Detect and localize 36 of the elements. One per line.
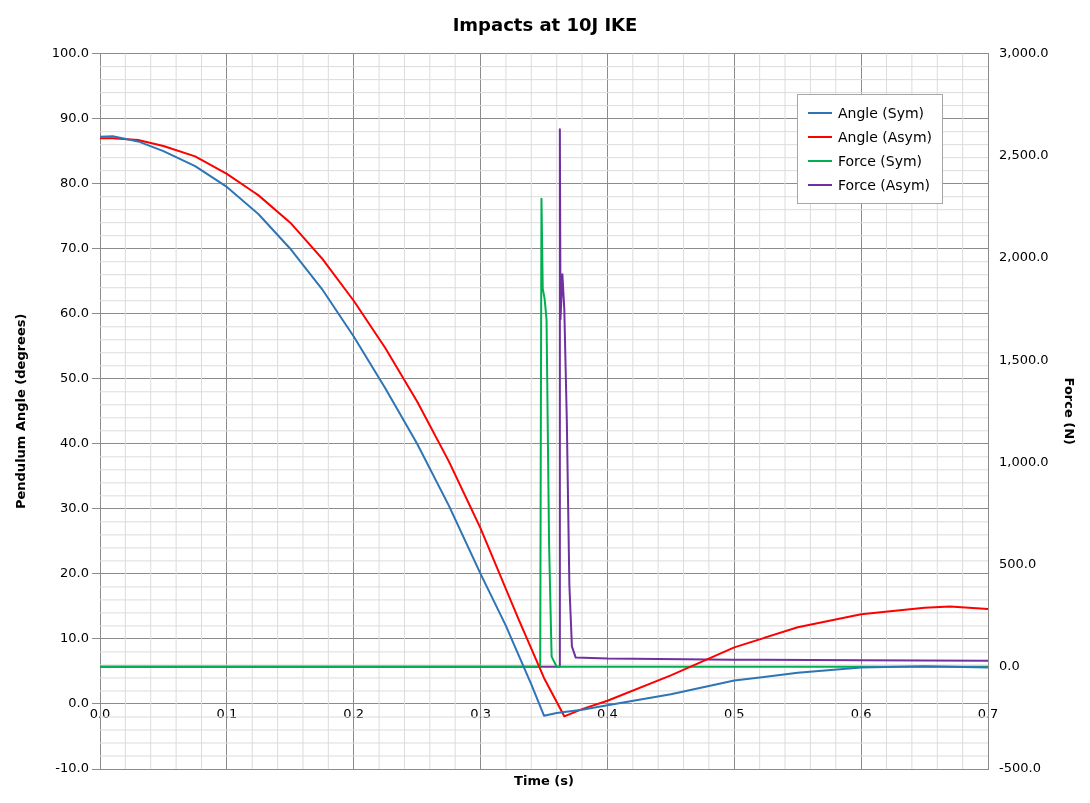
y2-axis-title: Force (N) <box>1061 377 1077 446</box>
y2-tick-label: 1,000.0 <box>999 453 1049 469</box>
legend-label: Angle (Asym) <box>838 128 933 145</box>
chart-title: Impacts at 10J IKE <box>452 14 638 36</box>
x-tick-label: 0.3 <box>470 706 491 722</box>
y2-tick-label: 0.0 <box>999 658 1020 674</box>
y2-tick-label: -500.0 <box>999 760 1041 776</box>
y2-tick-label: 3,000.0 <box>999 44 1049 60</box>
y-tick-label: 100.0 <box>51 44 89 60</box>
legend-label: Angle (Sym) <box>838 104 925 121</box>
y2-tick-label: 500.0 <box>999 555 1037 571</box>
y-tick-label: 70.0 <box>60 240 89 256</box>
x-tick-label: 0.1 <box>216 706 238 722</box>
y-tick-label: -10.0 <box>55 760 89 776</box>
y-tick-label: 50.0 <box>60 370 89 386</box>
y2-tick-label: 2,000.0 <box>999 249 1049 265</box>
x-tick-label: 0.5 <box>723 706 745 722</box>
y-tick-label: 60.0 <box>60 305 89 321</box>
x-tick-label: 0.2 <box>343 706 365 722</box>
legend-label: Force (Asym) <box>838 176 931 193</box>
x-tick-label: 0.7 <box>977 706 999 722</box>
x-tick-label: 0.4 <box>597 706 618 722</box>
y-tick-label: 90.0 <box>60 110 89 126</box>
y-tick-label: 30.0 <box>60 500 89 516</box>
legend-label: Force (Sym) <box>838 152 923 169</box>
y-axis-title: Pendulum Angle (degrees) <box>13 313 29 510</box>
y-tick-label: 40.0 <box>60 435 89 451</box>
y-tick-label: 20.0 <box>60 565 89 581</box>
y2-tick-label: 2,500.0 <box>999 147 1049 163</box>
y-tick-label: 80.0 <box>60 175 89 191</box>
y-tick-label: 0.0 <box>68 695 89 711</box>
x-tick-label: 0.6 <box>850 706 872 722</box>
x-tick-label: 0.0 <box>89 706 111 722</box>
x-axis-title: Time (s) <box>514 772 574 788</box>
y2-tick-label: 1,500.0 <box>999 351 1049 367</box>
y-tick-label: 10.0 <box>60 630 89 646</box>
